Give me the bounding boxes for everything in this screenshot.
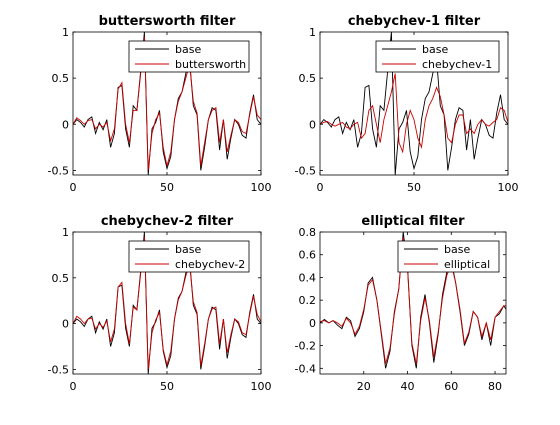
y-tick-label: 1: [62, 26, 69, 39]
x-tick-label: 60: [444, 380, 458, 393]
x-tick-label: 100: [498, 181, 519, 194]
series-line-chebychev-1: [320, 73, 508, 154]
legend-box: [128, 40, 250, 73]
y-tick-label: 0.8: [299, 226, 317, 239]
legend-label: buttersworth: [175, 58, 246, 71]
legend-box: [128, 240, 250, 273]
x-tick-label: 50: [160, 181, 174, 194]
x-tick-label: 100: [251, 181, 272, 194]
y-tick-label: 0.2: [299, 294, 317, 307]
chart-title: chebychev-1 filter: [348, 14, 481, 29]
legend-label: chebychev-2: [175, 258, 245, 271]
y-tick-label: -0.5: [48, 363, 69, 376]
series-line-base: [320, 32, 508, 175]
x-tick-label: 50: [407, 181, 421, 194]
legend-label: base: [422, 43, 448, 56]
y-tick-label: 0.5: [299, 72, 317, 85]
x-tick-label: 0: [70, 380, 77, 393]
y-tick-label: 0: [309, 118, 316, 131]
series-line-base: [73, 32, 261, 175]
x-tick-label: 0: [70, 181, 77, 194]
chart-title: chebychev-2 filter: [101, 214, 234, 229]
subplot-4: 20 40 60 80 -0.4 -0.2 0 0.2 0.4 0.6 0.8 elliptical …: [295, 214, 507, 393]
y-tick-label: 1: [309, 26, 316, 39]
y-tick-label: 0: [62, 118, 69, 131]
legend: base chebychev-1: [375, 40, 500, 73]
y-tick-label: -0.2: [295, 340, 316, 353]
y-tick-label: 0.6: [299, 249, 317, 262]
y-tick-label: -0.4: [295, 362, 316, 375]
legend-label: base: [175, 243, 201, 256]
legend-label: elliptical: [444, 258, 490, 271]
legend-label: chebychev-1: [422, 58, 492, 71]
legend-label: base: [444, 243, 470, 256]
series-line-buttersworth: [73, 36, 261, 171]
x-tick-label: 40: [401, 380, 415, 393]
legend: base elliptical: [397, 240, 500, 273]
legend-box: [397, 240, 500, 273]
series-line-chebychev-2: [73, 236, 261, 370]
y-tick-label: 0: [62, 318, 69, 331]
y-tick-label: 0.5: [52, 272, 70, 285]
chart-title: buttersworth filter: [99, 14, 236, 29]
x-tick-label: 0: [317, 181, 324, 194]
axes-box: [319, 231, 507, 375]
y-tick-label: 0.5: [52, 72, 70, 85]
y-tick-label: 0.4: [299, 271, 317, 284]
legend-box: [375, 40, 500, 73]
legend: base buttersworth: [128, 40, 250, 73]
y-tick-label: 1: [62, 226, 69, 239]
y-tick-label: 0: [309, 317, 316, 330]
legend: base chebychev-2: [128, 240, 250, 273]
y-tick-label: -0.5: [48, 164, 69, 177]
x-tick-label: 100: [251, 380, 272, 393]
y-tick-label: -0.5: [295, 164, 316, 177]
legend-label: base: [175, 43, 201, 56]
series-line-elliptical: [320, 237, 506, 364]
x-tick-label: 80: [488, 380, 502, 393]
x-tick-label: 20: [357, 380, 371, 393]
chart-title: elliptical filter: [361, 214, 465, 229]
x-tick-label: 50: [160, 380, 174, 393]
